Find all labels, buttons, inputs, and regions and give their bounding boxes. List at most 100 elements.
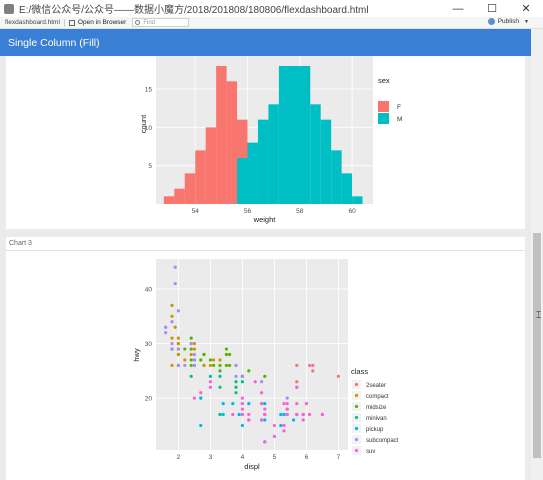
scatter-point-pickup <box>279 423 283 428</box>
legend-label-f: F <box>397 104 401 111</box>
scatter-point-compact <box>170 314 174 318</box>
scatter-point-subcompact <box>176 363 180 368</box>
scatter-point-suv <box>282 402 286 406</box>
scatter-point-subcompact <box>240 374 244 378</box>
histogram-bar-m <box>320 119 332 204</box>
scatter-point-2seater <box>295 363 299 368</box>
toolbar-divider <box>63 18 65 27</box>
legend-key-suv <box>354 448 359 453</box>
scatter-point-suv <box>285 412 289 417</box>
x-tick-label: 2 <box>177 454 181 461</box>
hwy-displ-scatter: 20 30 40 2 3 4 5 6 7 displ hwy class 2seater compact m… <box>132 259 399 471</box>
scatter-point-minivan <box>218 385 222 389</box>
minimize-button[interactable]: — <box>452 2 464 15</box>
scatter-point-compact <box>183 358 187 362</box>
histogram-bar-m <box>352 196 363 204</box>
legend-key-midsize <box>354 404 359 409</box>
x-tick-label: 5 <box>273 454 277 461</box>
scatter-point-minivan <box>218 412 222 417</box>
scatter-point-compact <box>176 341 180 346</box>
title-bar: E:/微信公众号/公众号——数据小魔方/2018/201808/180806/f… <box>0 0 543 17</box>
scatter-point-midsize <box>263 374 267 378</box>
find-input[interactable]: Find <box>132 18 190 27</box>
scatter-point-midsize <box>189 358 193 362</box>
scatter-point-suv <box>295 402 299 406</box>
scrollbar-thumb[interactable] <box>533 233 541 458</box>
histogram-bar-m <box>257 119 269 204</box>
scatter-point-pickup <box>237 412 241 417</box>
scatter-point-pickup <box>221 412 225 417</box>
scatter-point-suv <box>282 423 286 428</box>
legend-label-subcompact: subcompact <box>366 438 399 444</box>
x-tick-label: 4 <box>241 454 245 461</box>
publish-icon <box>487 18 495 25</box>
scatter-point-suv <box>240 402 244 406</box>
scatter-point-pickup <box>279 412 283 417</box>
dashboard-navbar: Single Column (Fill) <box>0 29 531 56</box>
file-name-label: flexdashboard.html <box>5 19 60 26</box>
publish-label: Publish <box>497 18 520 25</box>
scatter-point-suv <box>304 402 308 406</box>
scatter-point-midsize <box>224 363 228 368</box>
scatter-point-pickup <box>199 423 203 428</box>
scatter-point-suv <box>295 385 299 389</box>
close-button[interactable]: ✕ <box>521 3 531 15</box>
scatter-point-subcompact <box>170 347 174 351</box>
scatter-point-suv <box>285 402 289 406</box>
histogram-bar-m <box>237 158 248 204</box>
scatter-point-pickup <box>263 402 267 406</box>
scatter-point-suv <box>240 412 244 417</box>
scatter-point-suv <box>263 407 267 411</box>
scatter-point-compact <box>176 352 180 357</box>
scatter-point-subcompact <box>260 380 264 384</box>
y-tick-label: 30 <box>145 341 153 348</box>
scatter-point-minivan <box>240 380 244 384</box>
scatter-point-pickup <box>231 402 235 406</box>
scatter-point-subcompact <box>173 265 177 269</box>
x-tick-label: 3 <box>209 454 213 461</box>
publish-button[interactable]: Publish <box>487 18 520 25</box>
maximize-button[interactable]: ☐ <box>487 3 497 15</box>
scatter-point-subcompact <box>234 363 238 368</box>
scatter-point-minivan <box>189 374 193 378</box>
histogram-bar-f <box>226 81 238 204</box>
scatter-point-subcompact <box>183 363 187 368</box>
y-tick-label: 40 <box>145 287 153 294</box>
scatter-point-subcompact <box>170 320 174 324</box>
scatter-point-suv <box>308 363 312 368</box>
histogram-bar-f <box>174 188 185 204</box>
dashboard-content: 5 10 15 54 56 58 60 weight count sex F M Chart 3 20… <box>0 56 531 480</box>
histogram-bar-m <box>268 104 279 204</box>
scatter-point-midsize <box>189 363 193 368</box>
scatter-point-2seater <box>311 369 315 373</box>
x-tick-label: 7 <box>337 454 341 461</box>
legend-title: sex <box>378 76 390 85</box>
scatter-point-subcompact <box>176 347 180 351</box>
scatter-point-midsize <box>183 347 187 351</box>
chevron-down-icon[interactable]: ▼ <box>524 18 529 25</box>
scatter-point-suv <box>295 412 299 417</box>
scatter-point-suv <box>240 396 244 400</box>
y-axis-title: hwy <box>132 348 141 362</box>
scatter-point-suv <box>301 412 305 417</box>
x-tick-label: 60 <box>348 208 356 215</box>
chart-3-title: Chart 3 <box>9 240 32 247</box>
open-in-browser-button[interactable]: Open in Browser <box>68 19 126 26</box>
legend-label-m: M <box>397 116 402 123</box>
chart-2-panel: 5 10 15 54 56 58 60 weight count sex F M <box>6 56 525 229</box>
y-axis-title: count <box>139 114 148 133</box>
scatter-point-suv <box>320 412 324 417</box>
scatter-point-compact <box>202 363 206 368</box>
scatter-point-suv <box>240 407 244 411</box>
scatter-point-suv <box>192 396 196 400</box>
dashboard-title: Single Column (Fill) <box>8 36 100 49</box>
scatter-point-minivan <box>218 374 222 378</box>
scatter-point-subcompact <box>234 374 238 378</box>
scatter-point-pickup <box>221 402 225 406</box>
scatter-point-pickup <box>282 412 286 417</box>
legend-key-compact <box>354 393 359 398</box>
scatter-point-compact <box>212 358 216 362</box>
legend-key-2seater <box>354 382 359 387</box>
legend-title: class <box>351 367 368 376</box>
legend-key-minivan <box>354 415 359 420</box>
